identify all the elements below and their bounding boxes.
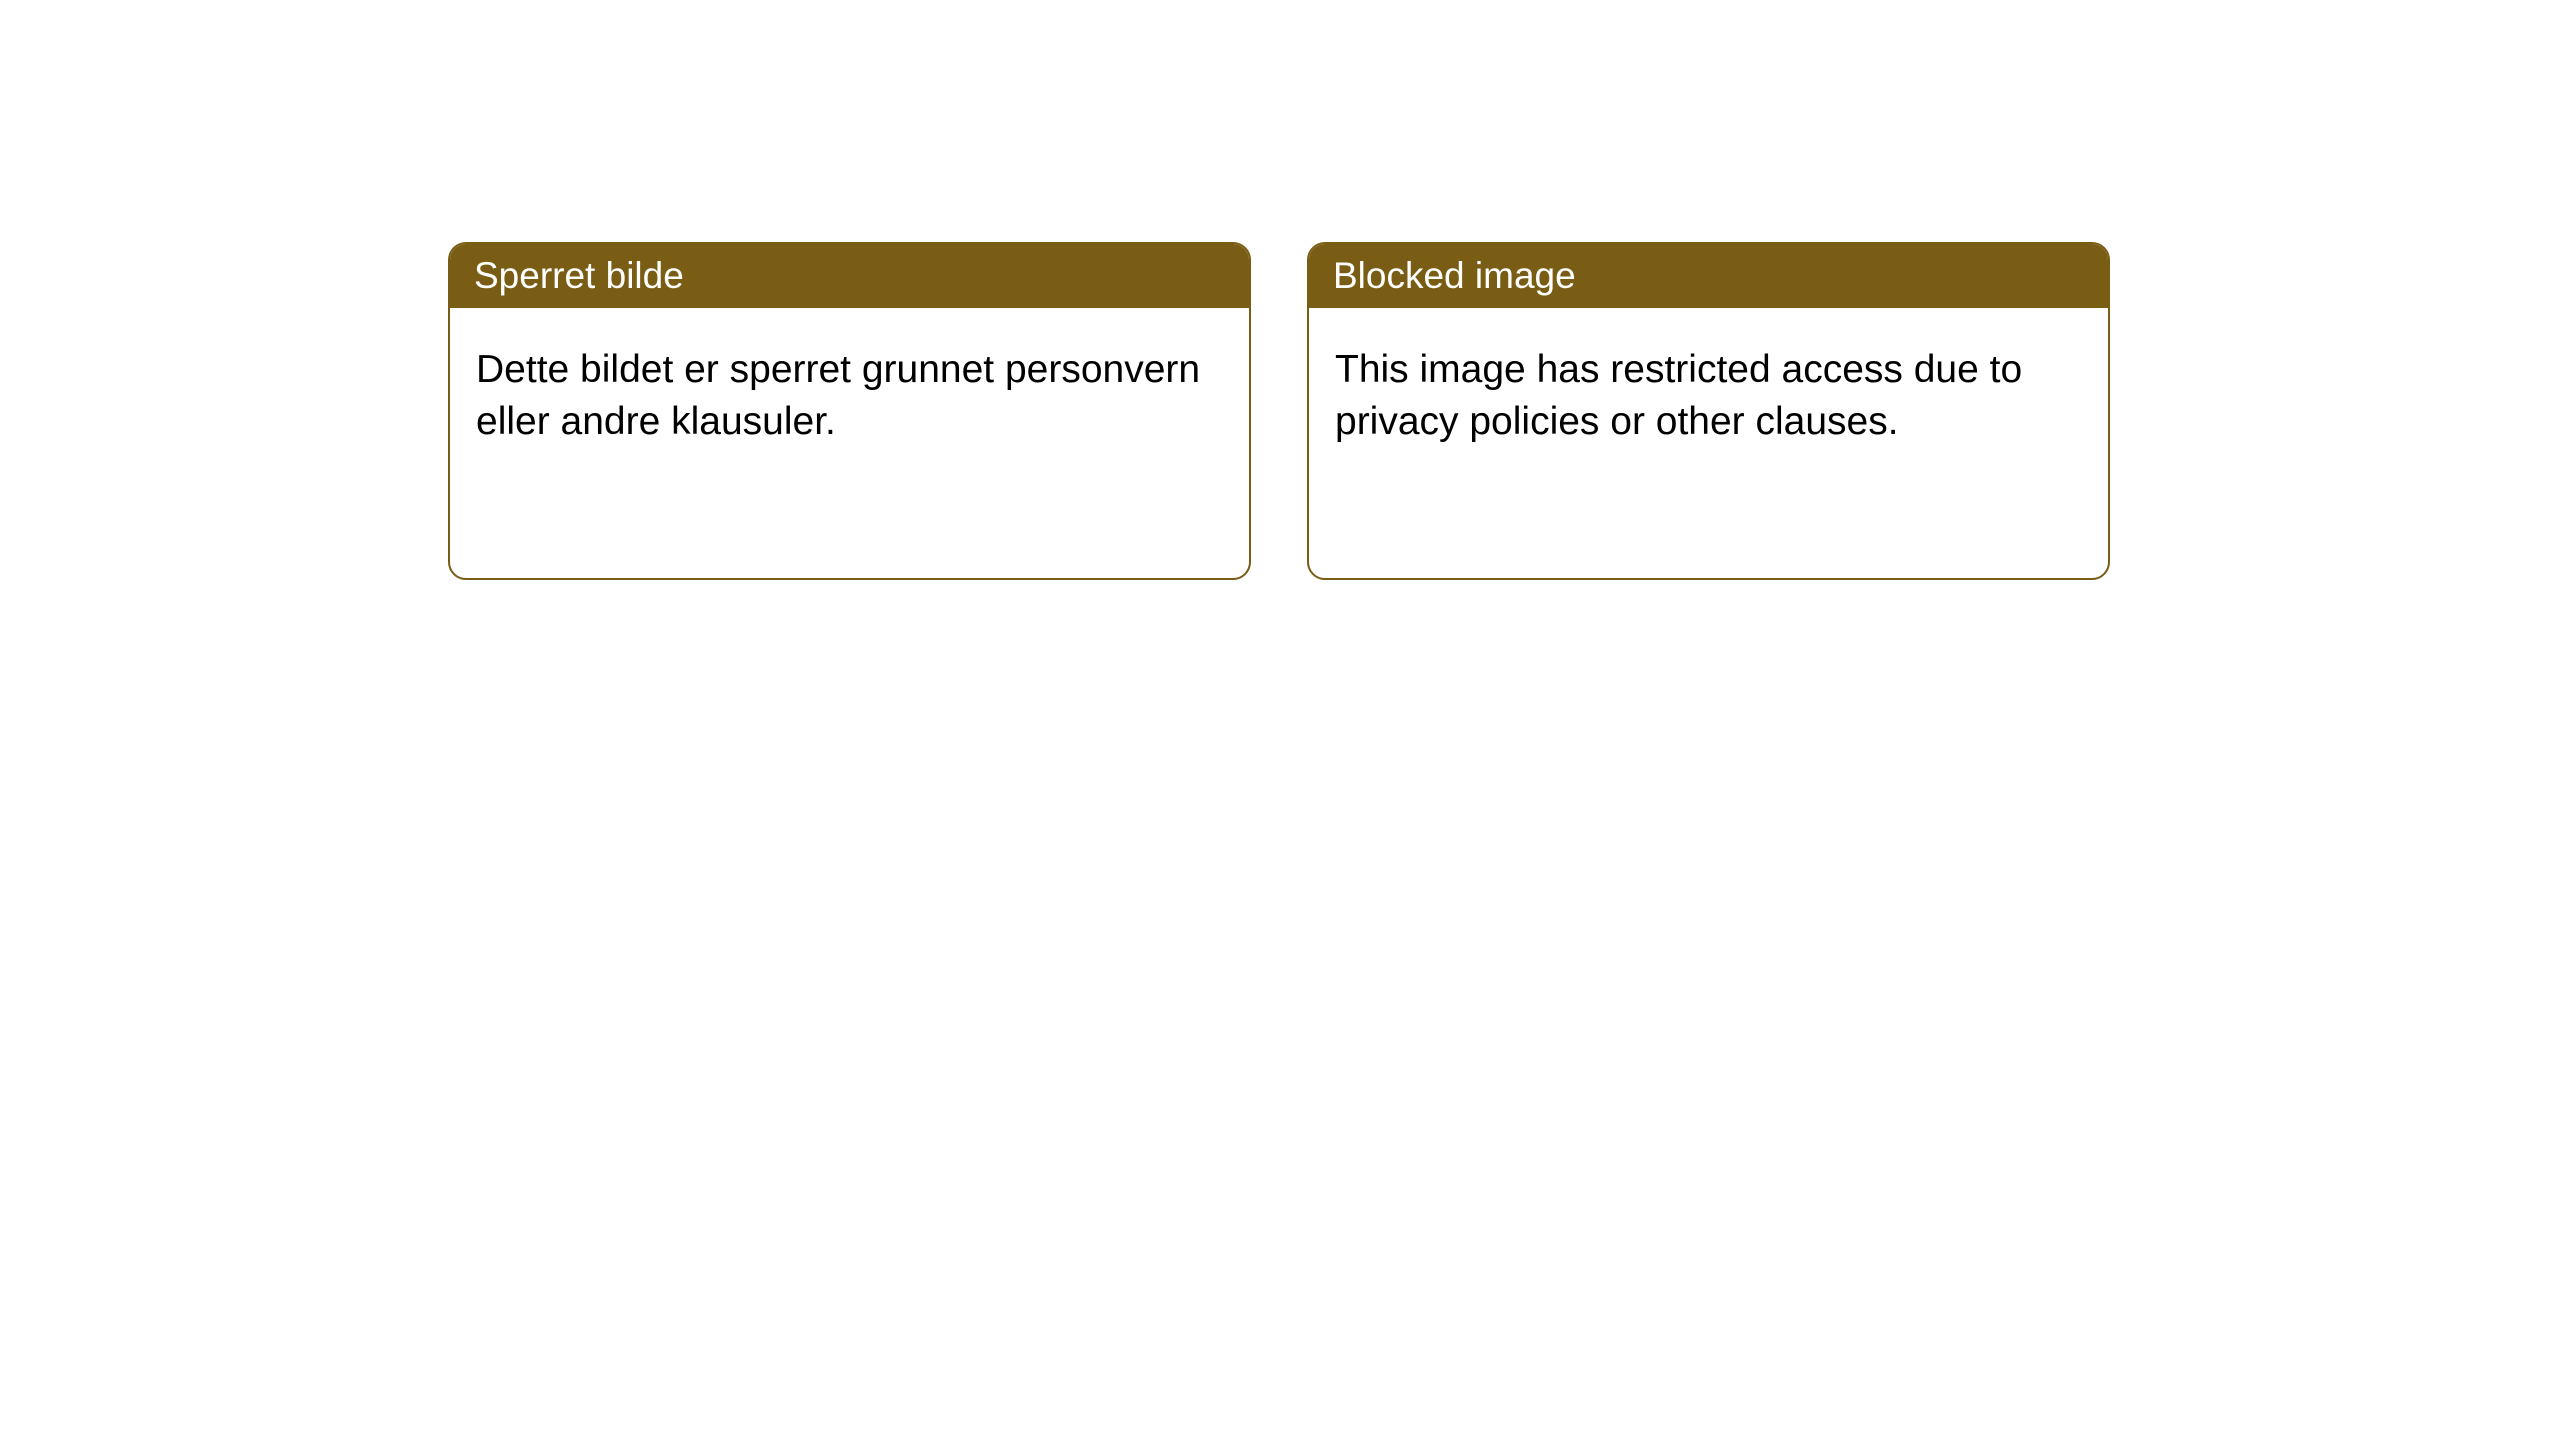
card-header: Blocked image: [1309, 244, 2108, 308]
card-body: Dette bildet er sperret grunnet personve…: [450, 308, 1249, 578]
card-body: This image has restricted access due to …: [1309, 308, 2108, 578]
card-body-text: This image has restricted access due to …: [1335, 344, 2082, 448]
card-container: Sperret bilde Dette bildet er sperret gr…: [0, 0, 2560, 580]
blocked-image-card-norwegian: Sperret bilde Dette bildet er sperret gr…: [448, 242, 1251, 580]
card-title: Sperret bilde: [474, 255, 684, 296]
blocked-image-card-english: Blocked image This image has restricted …: [1307, 242, 2110, 580]
card-header: Sperret bilde: [450, 244, 1249, 308]
card-body-text: Dette bildet er sperret grunnet personve…: [476, 344, 1223, 448]
card-title: Blocked image: [1333, 255, 1576, 296]
